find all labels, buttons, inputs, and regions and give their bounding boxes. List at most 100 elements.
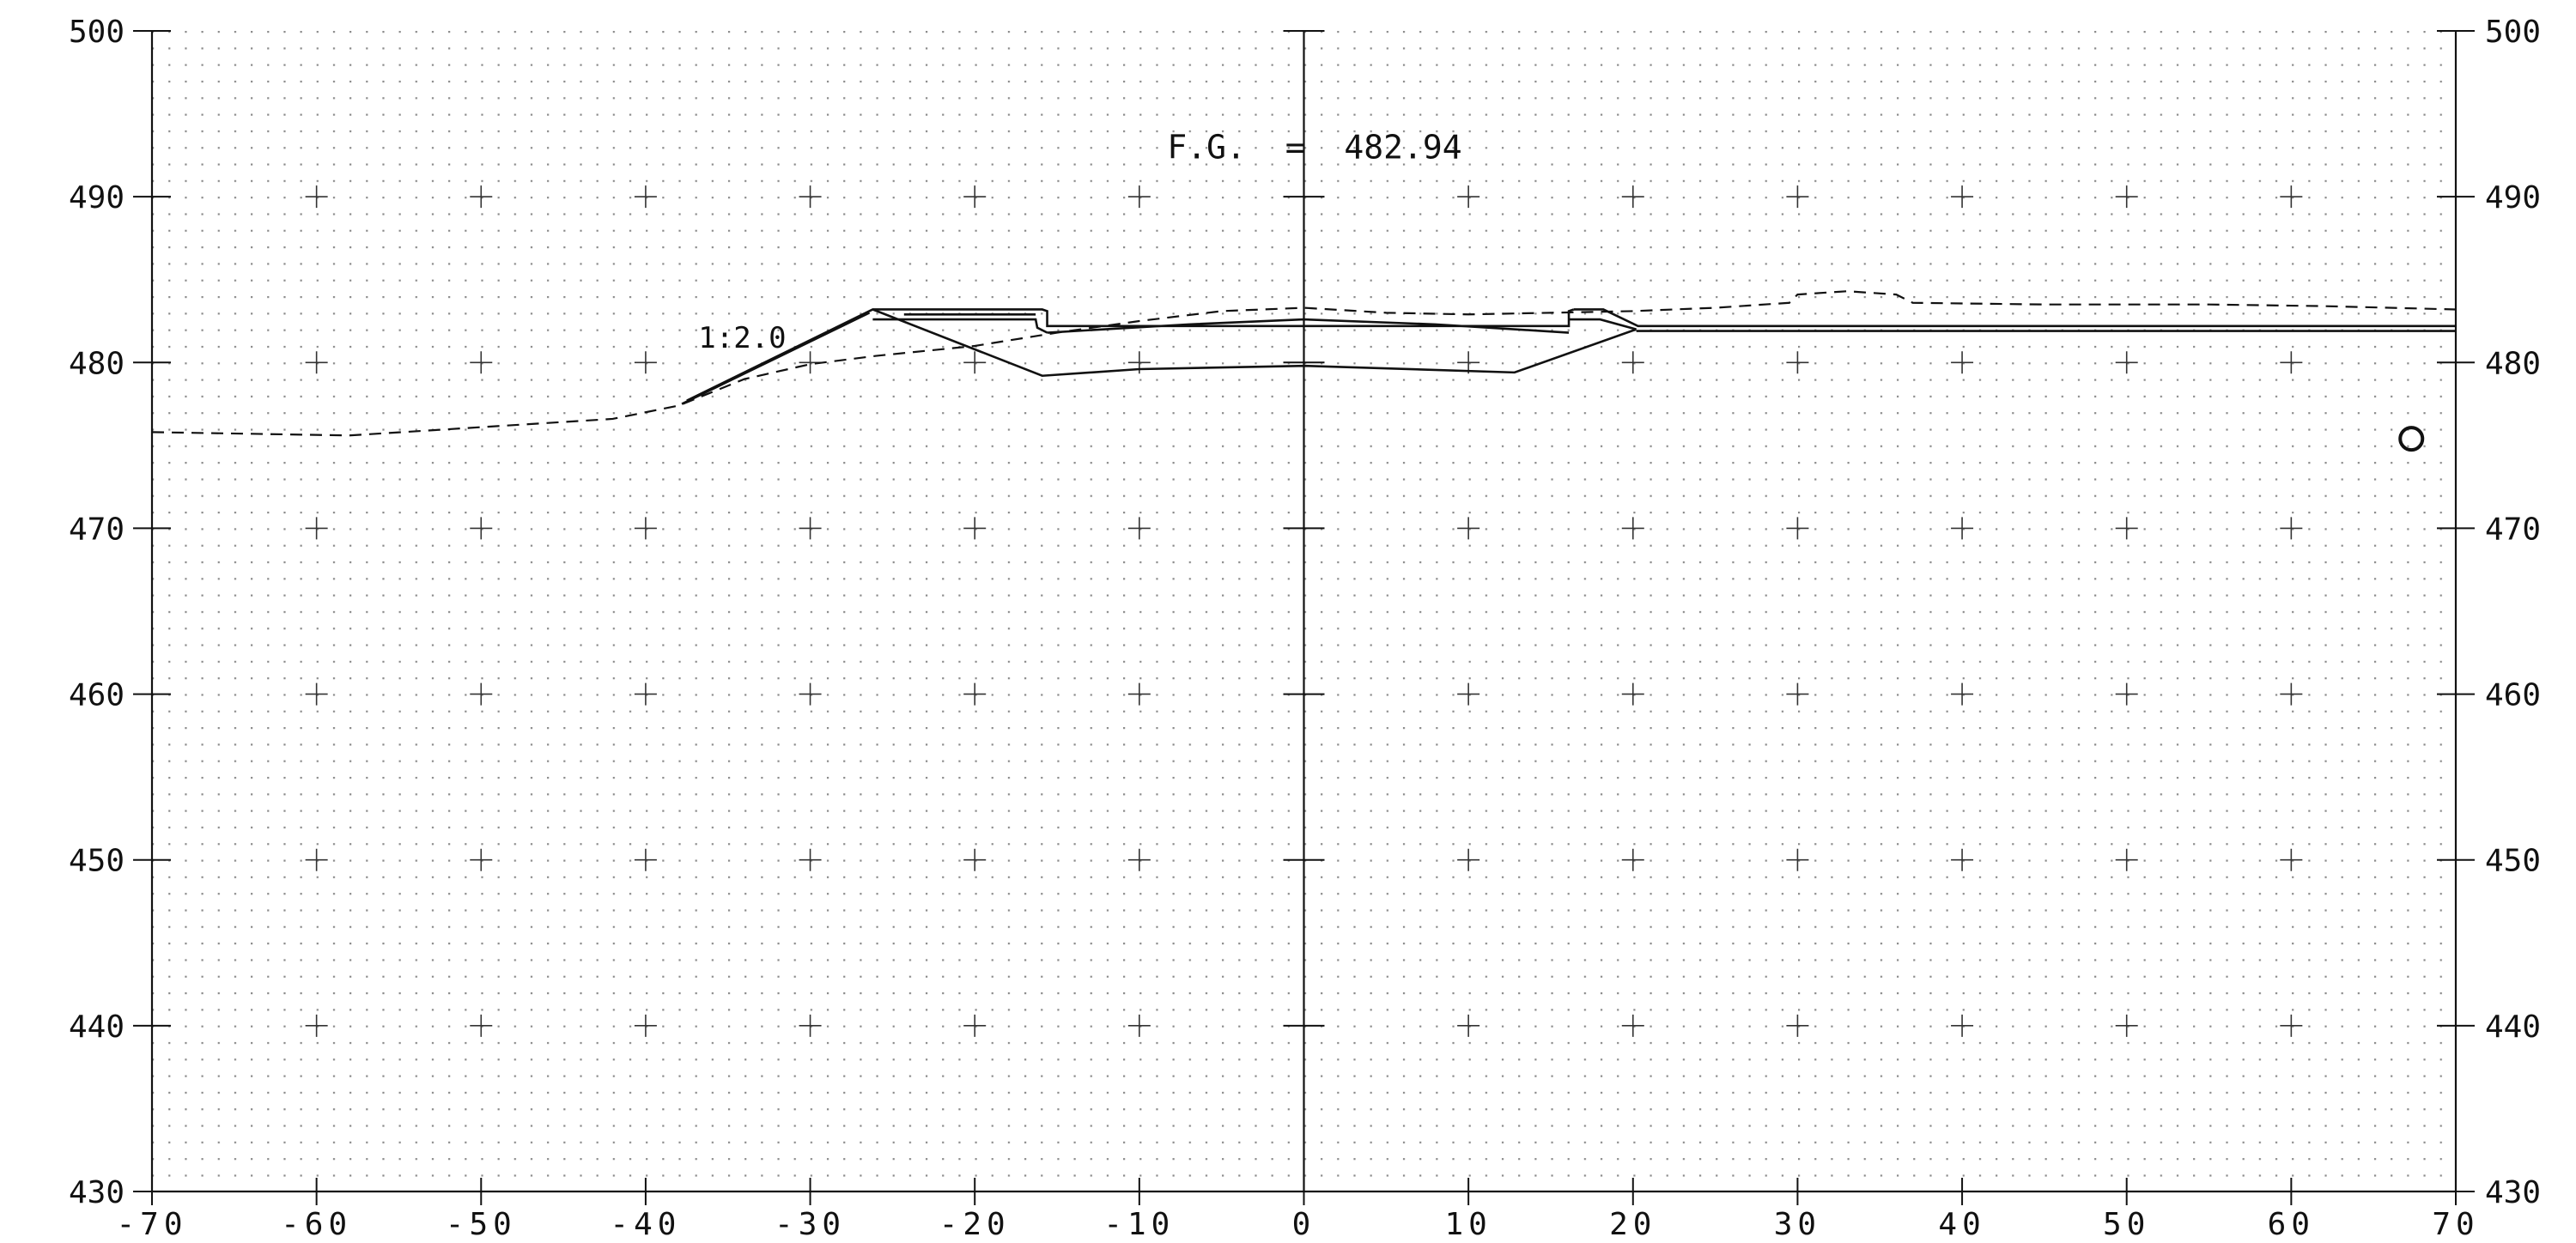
grid-cross [1621, 848, 1644, 871]
y-tick-label-right: 480 [2485, 346, 2541, 381]
grid-cross [634, 1014, 657, 1037]
circle-marker [2398, 426, 2425, 452]
grid-cross [963, 848, 987, 871]
grid-cross [1127, 517, 1151, 540]
grid-cross [634, 682, 657, 706]
grid-cross [470, 1014, 493, 1037]
grid-cross [305, 848, 328, 871]
grid-cross [1457, 1014, 1480, 1037]
grid-cross [2280, 1014, 2303, 1037]
grid-cross [1786, 517, 1809, 540]
grid-cross [1127, 682, 1151, 706]
grid-cross [799, 682, 822, 706]
grid-cross [1951, 351, 1974, 374]
grid-cross [1951, 1014, 1974, 1037]
grid-cross [305, 517, 328, 540]
x-tick-label: -70 [116, 1207, 187, 1242]
y-tick-label-left: 440 [69, 1010, 125, 1045]
x-tick-label: 20 [1609, 1207, 1656, 1242]
grid-cross [799, 848, 822, 871]
grid-cross [1457, 682, 1480, 706]
grid-cross [2280, 185, 2303, 209]
grid-cross [1786, 848, 1809, 871]
y-tick-label-left: 490 [69, 180, 125, 215]
grid-cross [634, 351, 657, 374]
grid-cross [1127, 848, 1151, 871]
grid-cross [963, 351, 987, 374]
grid-cross [305, 682, 328, 706]
x-tick-label: 40 [1938, 1207, 1985, 1242]
y-tick-label-right: 500 [2485, 15, 2541, 50]
design-section-line [1573, 308, 2456, 328]
grid-cross [305, 1014, 328, 1037]
tick-labels: 430 430 440 440 450 450 460 460 470 470 480 480 490 4… [69, 15, 2541, 1242]
y-tick-label-left: 470 [69, 512, 125, 547]
grid-cross [2280, 682, 2303, 706]
x-tick-label: 10 [1444, 1207, 1492, 1242]
grid-cross [2115, 1014, 2138, 1037]
grid-crosses [305, 185, 2303, 1037]
x-tick-label: -60 [281, 1207, 352, 1242]
grid-cross [1621, 185, 1644, 209]
x-tick-label: 30 [1774, 1207, 1821, 1242]
y-tick-label-left: 450 [69, 844, 125, 879]
grid-cross [1457, 517, 1480, 540]
y-tick-label-right: 460 [2485, 678, 2541, 713]
y-tick-label-right: 430 [2485, 1175, 2541, 1210]
grid-cross [1457, 185, 1480, 209]
grid-cross [305, 351, 328, 374]
y-tick-label-right: 490 [2485, 180, 2541, 215]
grid-cross [634, 185, 657, 209]
y-tick-label-right: 450 [2485, 844, 2541, 879]
existing-ground-profile [151, 290, 2457, 437]
grid-cross [470, 351, 493, 374]
grid-cross [1951, 682, 1974, 706]
grid-cross [634, 517, 657, 540]
grid-cross [634, 848, 657, 871]
grid-cross [1621, 517, 1644, 540]
design-section [681, 308, 2456, 405]
y-tick-label-right: 470 [2485, 512, 2541, 547]
slope-ratio-label: 1:2.0 [698, 321, 786, 355]
grid-cross [470, 848, 493, 871]
markers [2398, 426, 2425, 452]
grid-cross [305, 185, 328, 209]
x-tick-label: 60 [2268, 1207, 2315, 1242]
design-section-line [1569, 318, 1637, 330]
x-tick-label: -50 [446, 1207, 517, 1242]
grid-cross [470, 517, 493, 540]
grid-cross [2280, 848, 2303, 871]
grid-cross [1127, 1014, 1151, 1037]
grid-cross [799, 517, 822, 540]
x-tick-label: 50 [2103, 1207, 2150, 1242]
grid-cross [1951, 848, 1974, 871]
grid-cross [1786, 185, 1809, 209]
design-section-line [1047, 318, 1570, 334]
grid-cross [1951, 185, 1974, 209]
grid-cross [1951, 517, 1974, 540]
y-tick-label-left: 430 [69, 1175, 125, 1210]
grid-cross [2115, 517, 2138, 540]
grid-cross [2280, 517, 2303, 540]
grid-cross [1127, 185, 1151, 209]
x-tick-label: -20 [939, 1207, 1011, 1242]
grid-cross [1621, 682, 1644, 706]
grid-cross [1786, 351, 1809, 374]
grid-cross [799, 185, 822, 209]
grid-cross [1621, 351, 1644, 374]
grid-cross [2115, 848, 2138, 871]
grid-cross [470, 185, 493, 209]
design-section-line [686, 308, 1575, 402]
grid-cross [963, 185, 987, 209]
x-tick-label: -10 [1103, 1207, 1175, 1242]
grid-cross [470, 682, 493, 706]
x-tick-label: -30 [775, 1207, 846, 1242]
x-tick-label: -40 [610, 1207, 681, 1242]
y-tick-label-left: 500 [69, 15, 125, 50]
y-tick-label-right: 440 [2485, 1010, 2541, 1045]
grid-cross [2115, 351, 2138, 374]
grid-cross [799, 1014, 822, 1037]
existing-ground-line [151, 290, 2457, 437]
design-section-line [681, 312, 871, 405]
